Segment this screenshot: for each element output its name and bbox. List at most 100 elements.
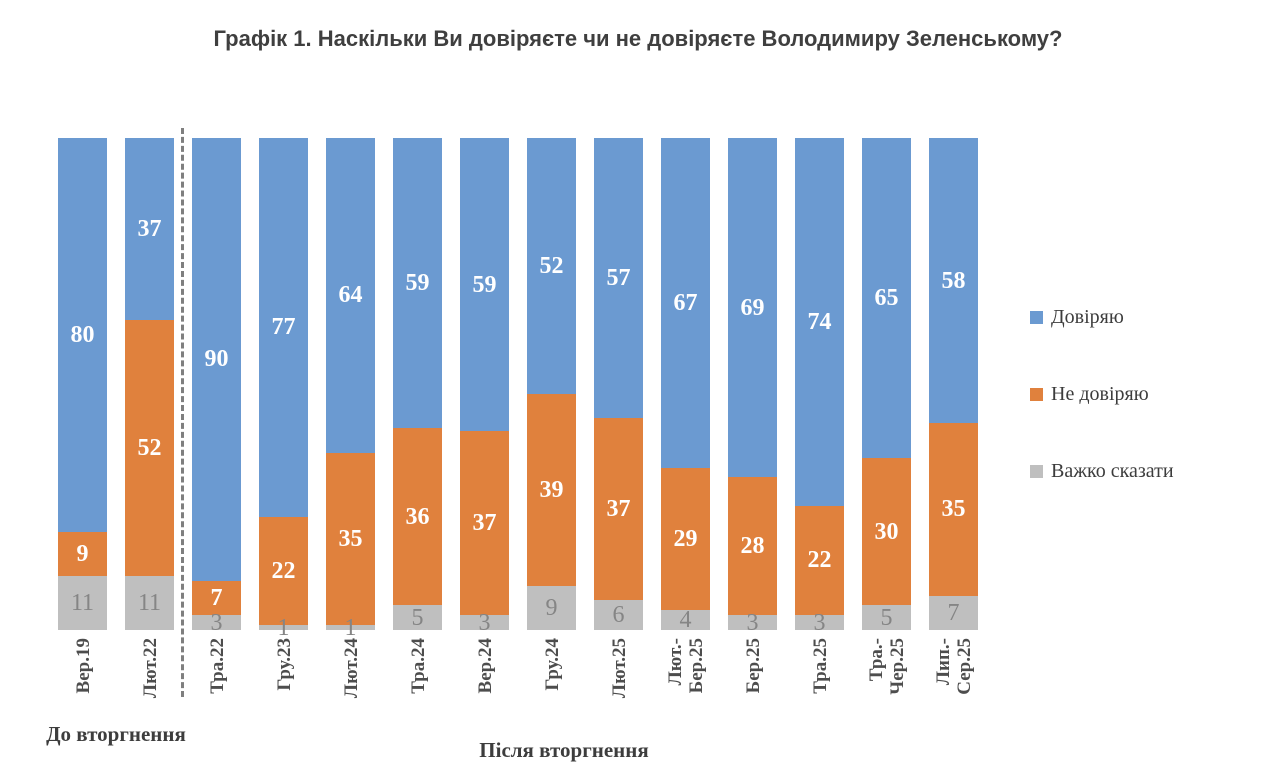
x-tick-Лип.-Сер.25: Лип.- Сер.25 [930,638,978,738]
bar-segment-Важко сказати: 11 [58,575,107,630]
bar-segment-Довіряю: 90 [192,138,241,581]
hard-to-say-swatch-icon [1030,464,1043,478]
segment-value-label: 36 [405,503,430,530]
bar-segment-Не довіряю: 52 [125,320,174,576]
segment-value-label: 37 [606,496,631,523]
segment-value-label: 37 [472,510,497,537]
bar-segment-Не довіряю: 22 [795,505,844,616]
segment-value-label: 39 [539,476,564,503]
x-tick-label: Лип.- Сер.25 [932,638,975,695]
x-tick-label: Лют.24 [340,638,361,699]
bar-segment-Довіряю: 58 [929,138,978,424]
bar-Тра.24: 59 36 5 [393,138,442,630]
bar-segment-Не довіряю: 37 [460,431,509,616]
segment-value-label: 35 [338,525,363,552]
segment-value-label: 9 [545,594,558,621]
segment-value-label: 59 [472,271,497,298]
segment-value-label: 59 [405,270,430,297]
x-tick-label: Вер.19 [72,638,93,694]
segment-value-label: 5 [411,604,424,631]
segment-value-label: 67 [673,289,698,316]
group-label-before-invasion: До вторгнення [46,722,186,746]
bar-segment-Не довіряю: 30 [862,457,911,606]
group-label-after-invasion: Після вторгнення [479,738,649,762]
legend-label-trust: Довіряю [1051,305,1124,328]
segment-value-label: 3 [210,609,223,636]
invasion-divider-line [181,128,184,697]
segment-value-label: 3 [746,609,759,636]
segment-value-label: 77 [271,314,296,341]
segment-value-label: 90 [204,346,229,373]
segment-value-label: 52 [539,252,564,279]
bar-segment-Не довіряю: 29 [661,467,710,611]
bar-segment-Не довіряю: 37 [594,418,643,601]
bar-segment-Довіряю: 80 [58,138,107,532]
segment-value-label: 28 [740,533,765,560]
bar-segment-Довіряю: 69 [728,138,777,478]
distrust-swatch-icon [1030,387,1043,401]
x-tick-label: Гру.24 [541,638,562,691]
bar-Гру.23: 77 22 1 [259,138,308,640]
segment-value-label: 1 [344,614,357,641]
bar-segment-Важко сказати: 1 [259,616,308,640]
bar-segment-Важко сказати: 9 [527,585,576,630]
bar-segment-Не довіряю: 35 [326,452,375,626]
segment-value-label: 80 [70,321,95,348]
bar-Лют.25: 57 37 6 [594,138,643,630]
bar-segment-Довіряю: 74 [795,138,844,506]
bar-segment-Довіряю: 59 [393,138,442,429]
x-tick-Лют.24: Лют.24 [327,638,375,738]
bar-segment-Не довіряю: 28 [728,477,777,616]
bar-segment-Важко сказати: 4 [661,607,710,634]
segment-value-label: 22 [271,557,296,584]
bar-Лип.-Сер.25: 58 35 7 [929,138,978,630]
segment-value-label: 65 [874,284,899,311]
bar-segment-Довіряю: 37 [125,138,174,321]
segment-value-label: 1 [277,614,290,641]
bar-Тра.-Чер.25: 65 30 5 [862,138,911,630]
bar-segment-Важко сказати: 6 [594,600,643,630]
segment-value-label: 4 [679,607,692,634]
bar-segment-Важко сказати: 7 [929,595,978,630]
segment-value-label: 58 [941,267,966,294]
segment-value-label: 22 [807,547,832,574]
legend-label-distrust: Не довіряю [1051,382,1149,405]
x-tick-Гру.23: Гру.23 [260,638,308,738]
segment-value-label: 69 [740,294,765,321]
bar-Лют.24: 64 35 1 [326,138,375,640]
segment-value-label: 3 [813,609,826,636]
segment-value-label: 52 [137,434,162,461]
bar-segment-Не довіряю: 35 [929,423,978,596]
bar-Гру.24: 52 39 9 [527,138,576,630]
bar-Вер.19: 80 9 11 [58,138,107,630]
x-tick-Тра.24: Тра.24 [394,638,442,738]
bar-segment-Довіряю: 77 [259,138,308,517]
x-tick-Лют.25: Лют.25 [595,638,643,738]
legend: Довіряю Не довіряю Важко сказати [1030,306,1174,537]
x-tick-Тра.25: Тра.25 [796,638,844,738]
segment-value-label: 30 [874,518,899,545]
legend-item-distrust: Не довіряю [1030,383,1174,405]
x-tick-Вер.24: Вер.24 [461,638,509,738]
bar-segment-Важко сказати: 3 [460,611,509,635]
bar-segment-Важко сказати: 3 [728,611,777,635]
segment-value-label: 7 [210,585,223,612]
bar-segment-Не довіряю: 22 [259,516,308,626]
x-tick-Бер.25: Бер.25 [729,638,777,738]
legend-item-hard-to-say: Важко сказати [1030,460,1174,482]
segment-value-label: 11 [70,589,95,616]
bar-Бер.25: 69 28 3 [728,138,777,635]
x-tick-label: Тра.25 [809,638,830,694]
segment-value-label: 3 [478,609,491,636]
segment-value-label: 7 [947,599,960,626]
segment-value-label: 6 [612,602,625,629]
segment-value-label: 57 [606,265,631,292]
bar-Лют.22: 37 52 11 [125,138,174,630]
bar-segment-Важко сказати: 11 [125,575,174,630]
bar-Тра.22: 90 7 3 [192,138,241,635]
bar-segment-Важко сказати: 1 [326,616,375,640]
segment-value-label: 29 [673,525,698,552]
x-tick-label: Лют.25 [608,638,629,699]
